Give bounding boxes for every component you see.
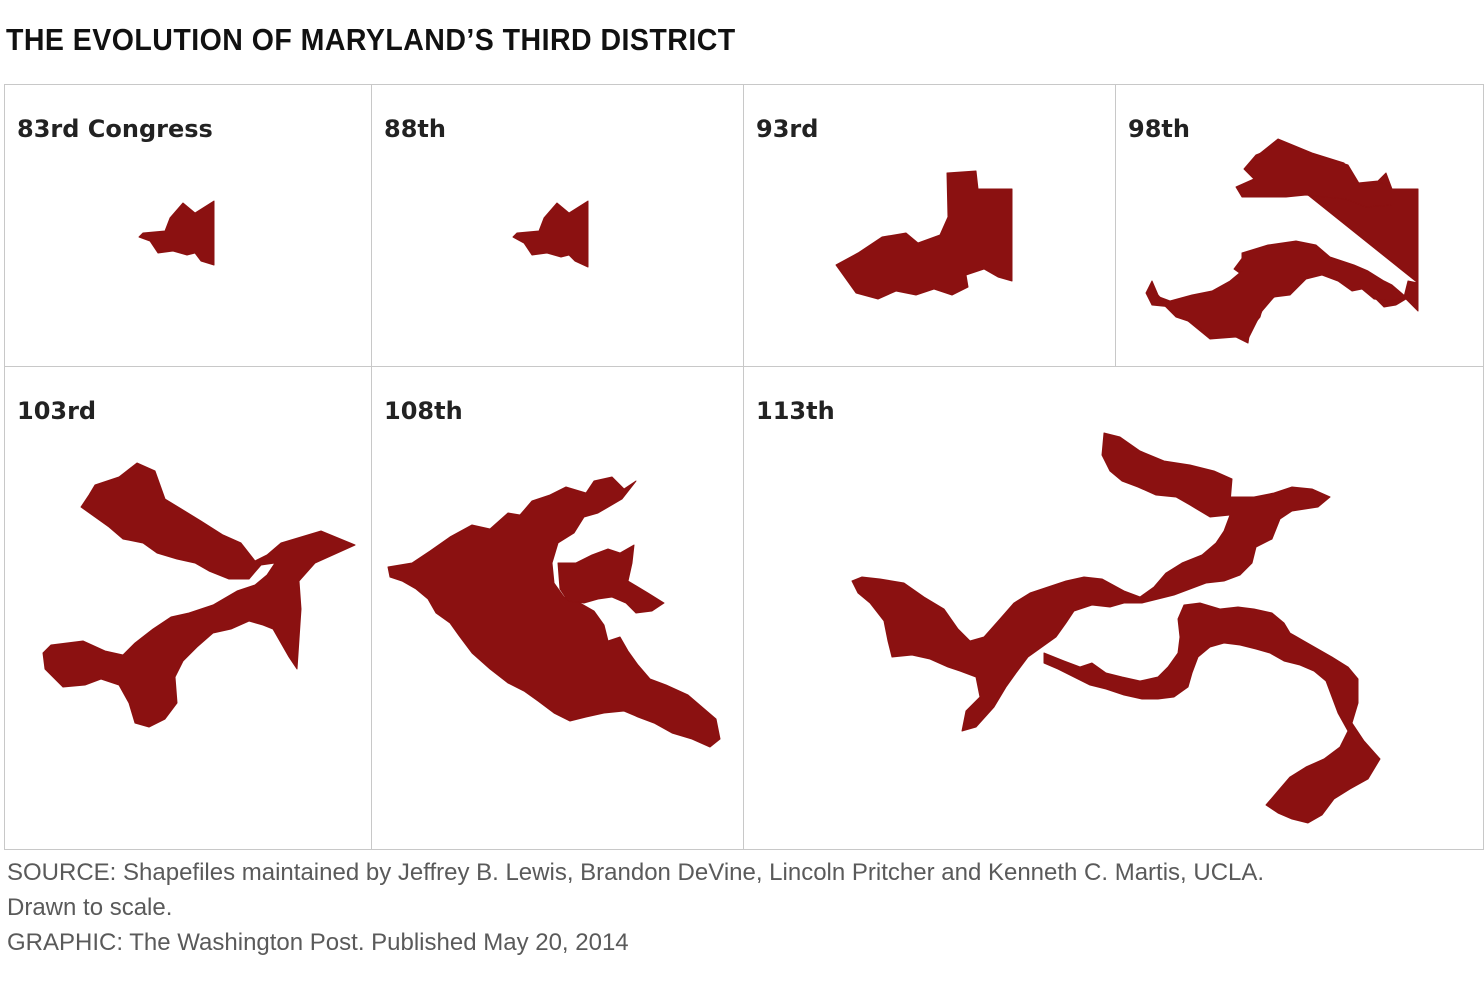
panel-103rd: 103rd	[4, 366, 371, 850]
page-title: THE EVOLUTION OF MARYLAND’S THIRD DISTRI…	[6, 22, 736, 57]
panel-108th: 108th	[371, 366, 743, 850]
district-shape-83rd	[138, 200, 215, 266]
district-shape-93rd	[835, 170, 1013, 300]
panel-label: 98th	[1128, 115, 1190, 143]
panel-label: 88th	[384, 115, 446, 143]
scale-note: Drawn to scale.	[7, 894, 173, 921]
panel-113th: 113th	[743, 366, 1484, 850]
district-shape-108th	[387, 476, 721, 748]
district-map-grid: 83rd Congress 88th 93rd 98th 103rd 108th	[4, 84, 1484, 850]
panel-93rd: 93rd	[743, 84, 1115, 366]
chart-footer: SOURCE: Shapefiles maintained by Jeffrey…	[7, 855, 1264, 960]
panel-label: 108th	[384, 397, 463, 425]
district-shape-88th	[512, 200, 589, 268]
panel-label: 103rd	[17, 397, 97, 425]
source-note: SOURCE: Shapefiles maintained by Jeffrey…	[7, 859, 1265, 886]
panel-88th: 88th	[371, 84, 743, 366]
district-shape-98th	[1145, 138, 1419, 344]
district-shape-113th	[851, 432, 1381, 824]
panel-98th: 98th	[1115, 84, 1484, 366]
panel-label: 93rd	[756, 115, 819, 143]
panel-label: 113th	[756, 397, 835, 425]
graphic-credit: GRAPHIC: The Washington Post. Published …	[7, 929, 629, 956]
panel-83rd-congress: 83rd Congress	[4, 84, 371, 366]
panel-label: 83rd Congress	[17, 115, 213, 143]
district-shape-103rd	[42, 462, 356, 728]
